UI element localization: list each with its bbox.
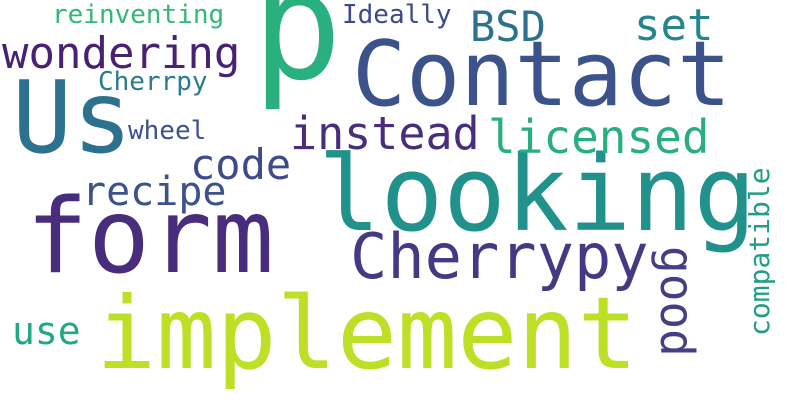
- word-wondering: wondering: [2, 28, 241, 79]
- word-reinventing: reinventing: [52, 0, 225, 30]
- word-ideally: Ideally: [342, 0, 452, 30]
- word-use: use: [12, 309, 81, 353]
- word-set: set: [634, 0, 714, 51]
- word-good: good: [650, 246, 704, 357]
- word-licensed: licensed: [488, 110, 710, 164]
- word-wheel: wheel: [128, 116, 207, 146]
- word-contact: Contact: [352, 22, 732, 127]
- word-p: p: [252, 0, 343, 114]
- word-cherrypy-small: Cherrpy: [98, 67, 208, 97]
- word-recipe: recipe: [82, 169, 227, 215]
- word-cherrypy-large: Cherrypy: [350, 220, 649, 293]
- word-instead: instead: [290, 107, 480, 160]
- word-implement: implement: [96, 275, 638, 392]
- word-code: code: [190, 140, 292, 189]
- word-bsd: BSD: [470, 2, 546, 51]
- word-form: form: [26, 177, 275, 297]
- word-compatible: compatible: [743, 167, 776, 336]
- word-us: Us: [12, 59, 133, 176]
- word-looking: looking: [318, 133, 757, 255]
